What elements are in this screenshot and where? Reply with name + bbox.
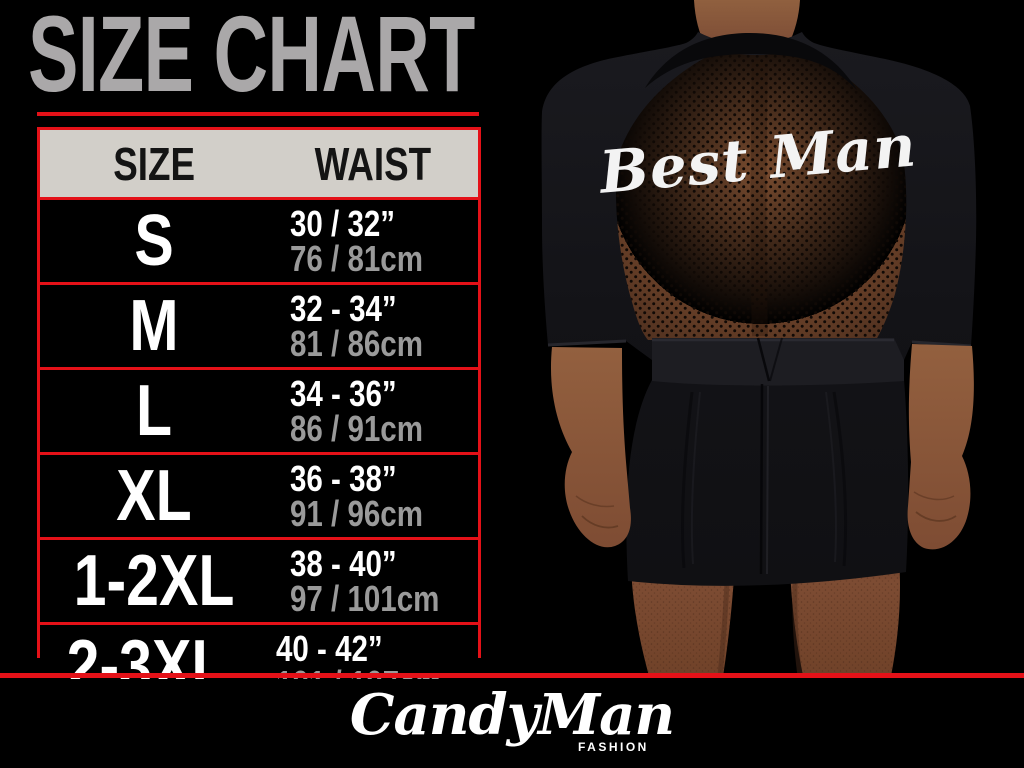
brand-footer: CandyMan FASHION <box>0 679 1024 768</box>
waist-cm: 91 / 96cm <box>290 493 423 534</box>
waist-inches: 32 - 34” <box>290 288 397 329</box>
header-size: SIZE <box>40 130 268 197</box>
size-table-header: SIZE WAIST <box>40 130 478 197</box>
robe-collar <box>645 33 857 90</box>
waist-inches: 38 - 40” <box>290 543 397 584</box>
waist-inches: 30 / 32” <box>290 203 396 244</box>
size-cell: XL <box>116 456 192 536</box>
robe-belt <box>652 337 904 386</box>
waist-cm: 81 / 86cm <box>290 323 423 364</box>
waist-cell: 32 - 34” 81 / 86cm <box>268 285 478 367</box>
waist-inches: 36 - 38” <box>290 458 397 499</box>
waist-inches: 34 - 36” <box>290 373 397 414</box>
table-row: L 34 - 36” 86 / 91cm <box>40 367 478 452</box>
product-photo: Best Man <box>541 0 977 676</box>
waist-inches: 40 - 42” <box>275 628 383 669</box>
size-table: SIZE WAIST S 30 / 32” 76 / 81cm M 32 - 3… <box>37 127 481 707</box>
brand-logo: CandyMan <box>349 682 675 748</box>
bottom-red-rule <box>0 673 1024 678</box>
mesh-back-panel <box>615 49 907 340</box>
model-arms <box>550 344 974 550</box>
waist-cm: 86 / 91cm <box>290 408 423 449</box>
brand-sub-label: FASHION <box>578 740 649 754</box>
waist-cell: 36 - 38” 91 / 96cm <box>268 455 478 537</box>
waist-cell: 34 - 36” 86 / 91cm <box>268 370 478 452</box>
size-cell: L <box>135 371 173 451</box>
header-size-label: SIZE <box>113 137 195 190</box>
waist-cell: 38 - 40” 97 / 101cm <box>268 540 478 622</box>
size-cell: M <box>129 286 179 366</box>
header-waist-label: WAIST <box>314 137 432 190</box>
header-waist: WAIST <box>268 130 478 197</box>
table-row: XL 36 - 38” 91 / 96cm <box>40 452 478 537</box>
robe-skirt-folds <box>547 339 972 575</box>
page-title: SIZE CHART <box>28 0 475 114</box>
waist-cm: 76 / 81cm <box>290 238 423 279</box>
table-row: 1-2XL 38 - 40” 97 / 101cm <box>40 537 478 622</box>
size-cell: 1-2XL <box>73 541 235 621</box>
title-underline <box>37 112 479 116</box>
waist-cm: 97 / 101cm <box>290 578 440 619</box>
table-row: M 32 - 34” 81 / 86cm <box>40 282 478 367</box>
size-cell: S <box>134 201 174 281</box>
table-row: S 30 / 32” 76 / 81cm <box>40 197 478 282</box>
waist-cell: 30 / 32” 76 / 81cm <box>268 200 478 282</box>
